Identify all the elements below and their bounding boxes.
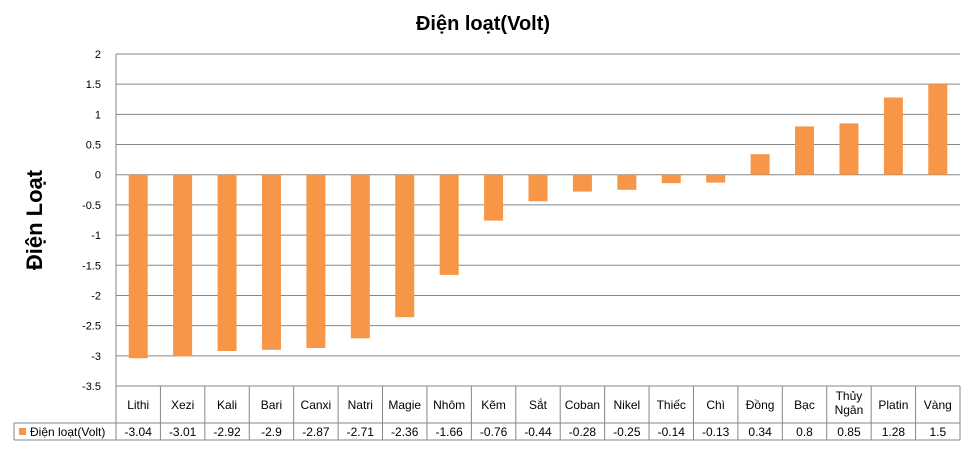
value-label: -2.71 (347, 425, 375, 439)
y-tick-label: 0 (95, 170, 101, 182)
category-label: Lithi (127, 398, 149, 412)
category-label: Kẽm (481, 398, 506, 412)
category-label: Natri (348, 398, 373, 412)
bar (395, 174, 415, 318)
bar (572, 174, 592, 192)
y-tick-label: -2 (91, 290, 101, 302)
value-label: -2.92 (213, 425, 241, 439)
value-label: -2.9 (261, 425, 282, 439)
category-label: Platin (878, 398, 908, 412)
value-label: -0.13 (702, 425, 730, 439)
value-label: 1.5 (929, 425, 946, 439)
bar (795, 126, 815, 175)
value-label: -0.25 (613, 425, 641, 439)
category-label: Xezi (171, 398, 194, 412)
category-label: Nikel (614, 398, 641, 412)
value-label: -2.36 (391, 425, 419, 439)
y-tick-label: 1 (95, 109, 101, 121)
chart-title: Điện loạt(Volt) (416, 13, 550, 35)
category-label: Vàng (924, 398, 952, 412)
value-label: -0.14 (658, 425, 686, 439)
bar (173, 174, 193, 357)
value-label: -0.28 (569, 425, 597, 439)
legend-key (19, 428, 26, 435)
value-label: -3.01 (169, 425, 197, 439)
value-label: 0.85 (837, 425, 861, 439)
gridlines (115, 53, 960, 387)
bar (883, 97, 903, 175)
category-label: Sắt (529, 397, 548, 412)
y-tick-label: -0.5 (82, 200, 101, 212)
bar (750, 154, 770, 175)
data-table: Lithi Xezi Kali Bari Canxi Natri Magie Nhôm Kẽm S… (13, 385, 961, 441)
bar (928, 84, 948, 175)
category-label: Thủy Ngân (835, 389, 864, 417)
value-label: -2.87 (302, 425, 330, 439)
value-label: -3.04 (125, 425, 153, 439)
category-label: Magie (388, 398, 421, 412)
y-axis-label: Điện Loạt (22, 169, 47, 270)
bars (128, 84, 948, 359)
value-label: 0.34 (748, 425, 772, 439)
bar (528, 174, 548, 202)
value-label: 0.8 (796, 425, 813, 439)
category-label: Nhôm (433, 398, 465, 412)
legend-series-name: Điện loạt(Volt) (30, 425, 105, 439)
y-axis-ticks: 2 1.5 1 0.5 0 -0.5 -1 -1.5 -2 -2.5 -3 -3.5 (82, 49, 101, 393)
bar (661, 174, 681, 184)
value-label: -0.76 (480, 425, 508, 439)
y-tick-label: -1 (91, 230, 101, 242)
bar (261, 174, 281, 350)
bar (350, 174, 370, 339)
bar (306, 174, 326, 348)
bar (706, 174, 726, 183)
value-label: -0.44 (524, 425, 552, 439)
category-label: Bạc (794, 398, 815, 412)
category-label: Chì (706, 398, 725, 412)
y-tick-label: 1.5 (86, 79, 101, 91)
category-label: Bari (261, 398, 282, 412)
bar (439, 174, 459, 275)
value-label: -1.66 (435, 425, 463, 439)
bar (617, 174, 637, 190)
y-tick-label: -2.5 (82, 321, 101, 333)
y-tick-label: -3.5 (82, 381, 101, 393)
value-label: 1.28 (882, 425, 906, 439)
bar (128, 174, 148, 359)
category-label: Coban (565, 398, 600, 412)
y-tick-label: -1.5 (82, 260, 101, 272)
category-label: Thiếc (657, 398, 686, 412)
y-tick-label: 0.5 (86, 140, 101, 152)
bar (217, 174, 237, 351)
y-tick-label: -3 (91, 351, 101, 363)
category-label: Canxi (301, 398, 332, 412)
bar (839, 123, 859, 175)
category-label: Đồng (746, 398, 775, 412)
bar (484, 174, 504, 221)
category-label: Kali (217, 398, 237, 412)
y-tick-label: 2 (95, 49, 101, 61)
